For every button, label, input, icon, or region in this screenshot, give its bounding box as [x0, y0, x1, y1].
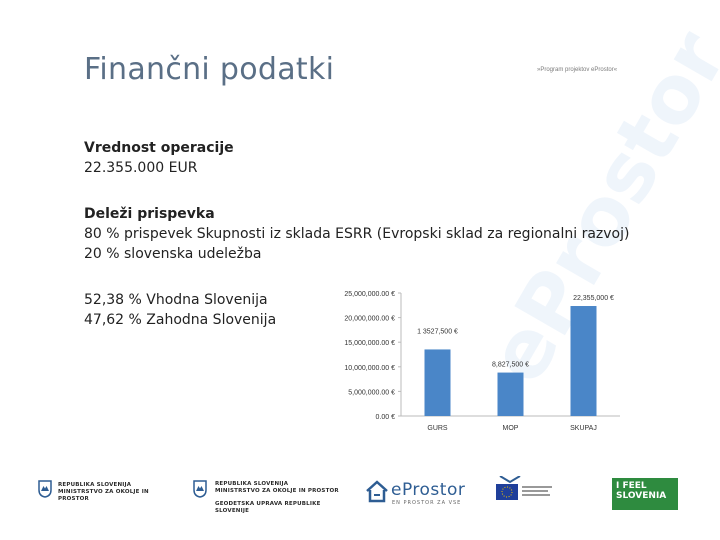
contributions-heading: Deleži prispevka	[84, 206, 215, 222]
eprostor-logo: eProstor EN PROSTOR ZA VSE	[364, 478, 474, 508]
regions-block: 52,38 % Vhodna Slovenija 47,62 % Zahodna…	[84, 290, 276, 330]
data-label: 22,355,000 €	[573, 295, 614, 302]
eprostor-tagline: EN PROSTOR ZA VSE	[392, 500, 462, 506]
slovenia-crest-icon	[38, 480, 52, 498]
footer: REPUBLIKA SLOVENIJA MINISTRSTVO ZA OKOLJ…	[0, 472, 720, 520]
contributions-line-1: 80 % prispevek Skupnosti iz sklada ESRR …	[84, 226, 630, 242]
y-tick-label: 15,000,000.00 €	[344, 340, 395, 347]
slide-title: Finančni podatki	[84, 52, 335, 87]
funding-chart-svg: 0.00 € 5,000,000.00 € 10,000,000.00 € 15,00…	[344, 291, 620, 432]
contributions-line-2: 20 % slovenska udeležba	[84, 246, 262, 262]
gurs-logo: REPUBLIKA SLOVENIJA MINISTRSTVO ZA OKOLJ…	[193, 480, 353, 516]
y-tick-label: 0.00 €	[376, 414, 396, 421]
data-label: 8,827,500 €	[492, 362, 529, 369]
eprostor-name: eProstor	[391, 480, 466, 500]
bar	[570, 306, 597, 416]
y-tick-label: 10,000,000.00 €	[344, 365, 395, 372]
operation-value: 22.355.000 EUR	[84, 160, 198, 176]
operation-block: Vrednost operacije 22.355.000 EUR	[84, 138, 234, 178]
slide-subtitle: »Program projektov eProstor«	[537, 67, 618, 73]
logo2-line2: MINISTRSTVO ZA OKOLJE IN PROSTOR	[215, 488, 339, 494]
logo1-line2: MINISTRSTVO ZA OKOLJE IN PROSTOR	[58, 489, 149, 502]
x-tick-label: MOP	[503, 425, 519, 432]
funding-chart: 0.00 € 5,000,000.00 € 10,000,000.00 € 15,00…	[300, 280, 630, 440]
contributions-block: Deleži prispevka 80 % prispevek Skupnost…	[84, 204, 629, 264]
region-line-1: 52,38 % Vhodna Slovenija	[84, 292, 268, 308]
logo1-line1: REPUBLIKA SLOVENIJA	[58, 482, 132, 488]
eu-logo	[496, 475, 596, 508]
eu-flag-icon	[496, 475, 552, 500]
logo2-line3: GEODETSKA UPRAVA REPUBLIKE SLOVENIJE	[215, 501, 321, 514]
slovenia-crest-icon	[193, 480, 207, 498]
x-tick-label: GURS	[427, 425, 448, 432]
bar	[497, 372, 524, 416]
x-tick-label: SKUPAJ	[570, 425, 597, 432]
region-line-2: 47,62 % Zahodna Slovenija	[84, 312, 277, 328]
y-tick-label: 25,000,000.00 €	[344, 291, 395, 298]
house-icon	[366, 480, 388, 503]
i-feel-slovenia-logo: I FEEL SLOVENIA	[612, 478, 678, 510]
y-tick-label: 20,000,000.00 €	[344, 316, 395, 323]
bar	[424, 349, 451, 416]
logo2-line1: REPUBLIKA SLOVENIJA	[215, 481, 289, 487]
mop-logo: REPUBLIKA SLOVENIJA MINISTRSTVO ZA OKOLJ…	[38, 480, 178, 506]
ifeel-line1: I FEEL	[616, 481, 647, 491]
data-label: 1 3527,500 €	[417, 328, 458, 335]
operation-heading: Vrednost operacije	[84, 140, 234, 156]
y-tick-label: 5,000,000.00 €	[348, 389, 395, 396]
ifeel-line2: SLOVENIA	[616, 491, 667, 501]
